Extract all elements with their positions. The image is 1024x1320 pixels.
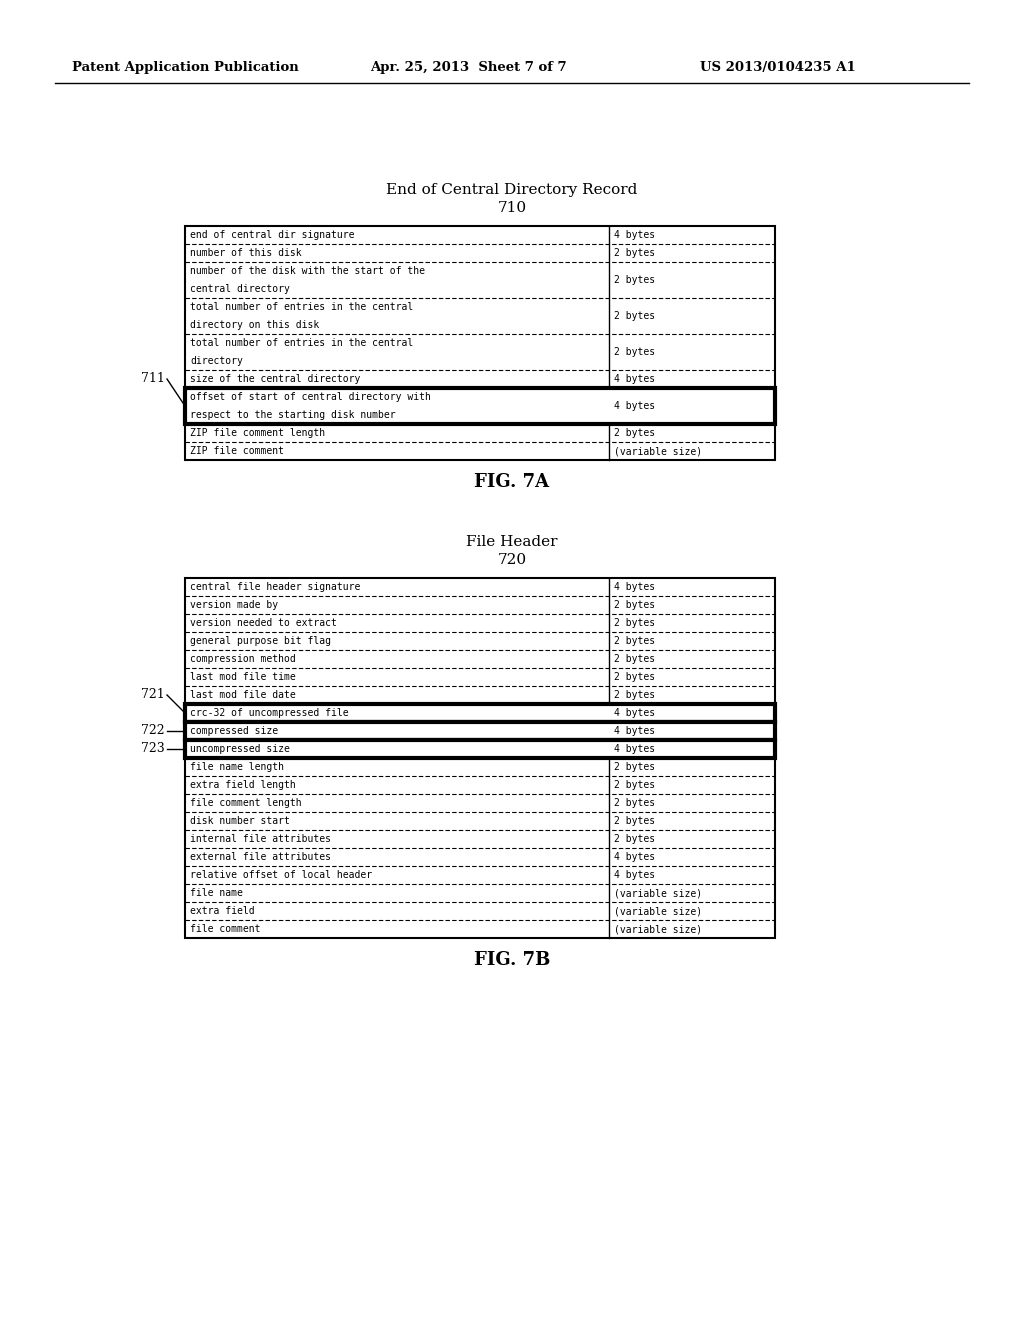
Text: (variable size): (variable size) — [613, 906, 701, 916]
Text: general purpose bit flag: general purpose bit flag — [190, 636, 331, 645]
Text: Apr. 25, 2013  Sheet 7 of 7: Apr. 25, 2013 Sheet 7 of 7 — [370, 62, 566, 74]
Text: 2 bytes: 2 bytes — [613, 780, 654, 789]
Text: 4 bytes: 4 bytes — [613, 582, 654, 591]
Text: number of this disk: number of this disk — [190, 248, 302, 257]
Text: 2 bytes: 2 bytes — [613, 347, 654, 356]
Text: 2 bytes: 2 bytes — [613, 312, 654, 321]
Text: US 2013/0104235 A1: US 2013/0104235 A1 — [700, 62, 856, 74]
Text: 723: 723 — [141, 742, 165, 755]
Text: last mod file date: last mod file date — [190, 690, 296, 700]
Text: 710: 710 — [498, 201, 526, 215]
Text: (variable size): (variable size) — [613, 924, 701, 935]
Text: 720: 720 — [498, 553, 526, 568]
Text: FIG. 7A: FIG. 7A — [474, 473, 550, 491]
Text: 2 bytes: 2 bytes — [613, 672, 654, 682]
Text: end of central dir signature: end of central dir signature — [190, 230, 354, 240]
Text: 4 bytes: 4 bytes — [613, 230, 654, 240]
Text: 2 bytes: 2 bytes — [613, 636, 654, 645]
Text: uncompressed size: uncompressed size — [190, 744, 290, 754]
Text: 2 bytes: 2 bytes — [613, 601, 654, 610]
Text: number of the disk with the start of the: number of the disk with the start of the — [190, 267, 425, 276]
Text: FIG. 7B: FIG. 7B — [474, 950, 550, 969]
Text: 2 bytes: 2 bytes — [613, 618, 654, 628]
Text: crc-32 of uncompressed file: crc-32 of uncompressed file — [190, 708, 348, 718]
Text: File Header: File Header — [466, 535, 558, 549]
Text: file comment: file comment — [190, 924, 260, 935]
Text: 4 bytes: 4 bytes — [613, 708, 654, 718]
Text: Patent Application Publication: Patent Application Publication — [72, 62, 299, 74]
Text: 4 bytes: 4 bytes — [613, 726, 654, 737]
Text: file name length: file name length — [190, 762, 284, 772]
Text: 4 bytes: 4 bytes — [613, 870, 654, 880]
Text: End of Central Directory Record: End of Central Directory Record — [386, 183, 638, 197]
Text: respect to the starting disk number: respect to the starting disk number — [190, 411, 395, 420]
Text: last mod file time: last mod file time — [190, 672, 296, 682]
Text: 2 bytes: 2 bytes — [613, 799, 654, 808]
Text: directory: directory — [190, 356, 243, 366]
Text: extra field: extra field — [190, 906, 255, 916]
Text: ZIP file comment length: ZIP file comment length — [190, 428, 326, 438]
Text: 2 bytes: 2 bytes — [613, 816, 654, 826]
Text: disk number start: disk number start — [190, 816, 290, 826]
Text: relative offset of local header: relative offset of local header — [190, 870, 372, 880]
Text: total number of entries in the central: total number of entries in the central — [190, 338, 414, 348]
Text: 2 bytes: 2 bytes — [613, 762, 654, 772]
Text: internal file attributes: internal file attributes — [190, 834, 331, 843]
Text: 2 bytes: 2 bytes — [613, 428, 654, 438]
Text: 4 bytes: 4 bytes — [613, 374, 654, 384]
Text: total number of entries in the central: total number of entries in the central — [190, 302, 414, 312]
Text: extra field length: extra field length — [190, 780, 296, 789]
Bar — [185, 388, 775, 424]
Text: central file header signature: central file header signature — [190, 582, 360, 591]
Text: central directory: central directory — [190, 284, 290, 294]
Text: 4 bytes: 4 bytes — [613, 401, 654, 411]
Text: (variable size): (variable size) — [613, 446, 701, 455]
Text: 721: 721 — [141, 689, 165, 701]
Text: (variable size): (variable size) — [613, 888, 701, 898]
Bar — [185, 704, 775, 722]
Text: 2 bytes: 2 bytes — [613, 834, 654, 843]
Bar — [185, 226, 775, 459]
Text: ZIP file comment: ZIP file comment — [190, 446, 284, 455]
Text: 711: 711 — [141, 372, 165, 385]
Text: file name: file name — [190, 888, 243, 898]
Text: directory on this disk: directory on this disk — [190, 319, 319, 330]
Text: 4 bytes: 4 bytes — [613, 744, 654, 754]
Text: 2 bytes: 2 bytes — [613, 248, 654, 257]
Bar — [185, 578, 775, 939]
Text: 2 bytes: 2 bytes — [613, 690, 654, 700]
Text: file comment length: file comment length — [190, 799, 302, 808]
Text: 2 bytes: 2 bytes — [613, 275, 654, 285]
Text: version made by: version made by — [190, 601, 279, 610]
Text: offset of start of central directory with: offset of start of central directory wit… — [190, 392, 431, 403]
Text: size of the central directory: size of the central directory — [190, 374, 360, 384]
Text: 4 bytes: 4 bytes — [613, 851, 654, 862]
Text: compressed size: compressed size — [190, 726, 279, 737]
Text: 2 bytes: 2 bytes — [613, 653, 654, 664]
Bar — [185, 722, 775, 741]
Text: version needed to extract: version needed to extract — [190, 618, 337, 628]
Text: external file attributes: external file attributes — [190, 851, 331, 862]
Text: compression method: compression method — [190, 653, 296, 664]
Bar — [185, 741, 775, 758]
Text: 722: 722 — [141, 725, 165, 738]
